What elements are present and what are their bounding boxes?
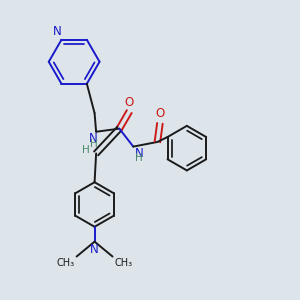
- Text: H: H: [135, 153, 142, 164]
- Text: N: N: [90, 243, 99, 256]
- Text: H: H: [90, 139, 98, 148]
- Text: N: N: [53, 25, 62, 38]
- Text: N: N: [89, 132, 98, 146]
- Text: H: H: [82, 145, 90, 155]
- Text: N: N: [135, 147, 144, 160]
- Text: O: O: [124, 95, 134, 109]
- Text: O: O: [155, 107, 164, 120]
- Text: CH₃: CH₃: [114, 258, 132, 268]
- Text: CH₃: CH₃: [57, 258, 75, 268]
